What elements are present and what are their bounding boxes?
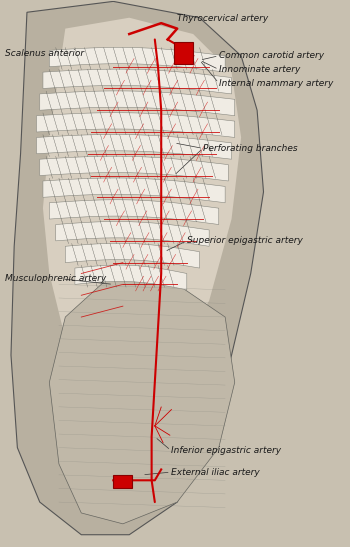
Text: Common carotid artery: Common carotid artery — [219, 51, 324, 60]
Polygon shape — [56, 222, 209, 246]
Text: Inferior epigastric artery: Inferior epigastric artery — [171, 446, 281, 455]
Polygon shape — [36, 113, 235, 137]
Text: Innominate artery: Innominate artery — [219, 65, 300, 74]
Polygon shape — [40, 91, 235, 115]
Bar — [174, 42, 193, 64]
Text: External iliac artery: External iliac artery — [171, 468, 260, 476]
Polygon shape — [49, 200, 219, 224]
Text: Musculophrenic artery: Musculophrenic artery — [5, 275, 106, 283]
Text: Scalenus anterior: Scalenus anterior — [5, 49, 84, 57]
Polygon shape — [65, 243, 200, 268]
Polygon shape — [43, 69, 232, 94]
Bar — [113, 475, 132, 488]
Text: Superior epigastric artery: Superior epigastric artery — [187, 236, 303, 246]
Polygon shape — [49, 48, 225, 72]
Polygon shape — [49, 274, 235, 524]
Text: Internal mammary artery: Internal mammary artery — [219, 79, 333, 88]
Text: Thyrocervical artery: Thyrocervical artery — [177, 14, 268, 24]
Polygon shape — [36, 135, 232, 159]
Polygon shape — [11, 2, 264, 535]
Polygon shape — [43, 178, 225, 203]
Polygon shape — [75, 265, 187, 290]
Polygon shape — [43, 18, 241, 382]
Text: Perforating branches: Perforating branches — [203, 144, 298, 153]
Polygon shape — [40, 156, 228, 181]
